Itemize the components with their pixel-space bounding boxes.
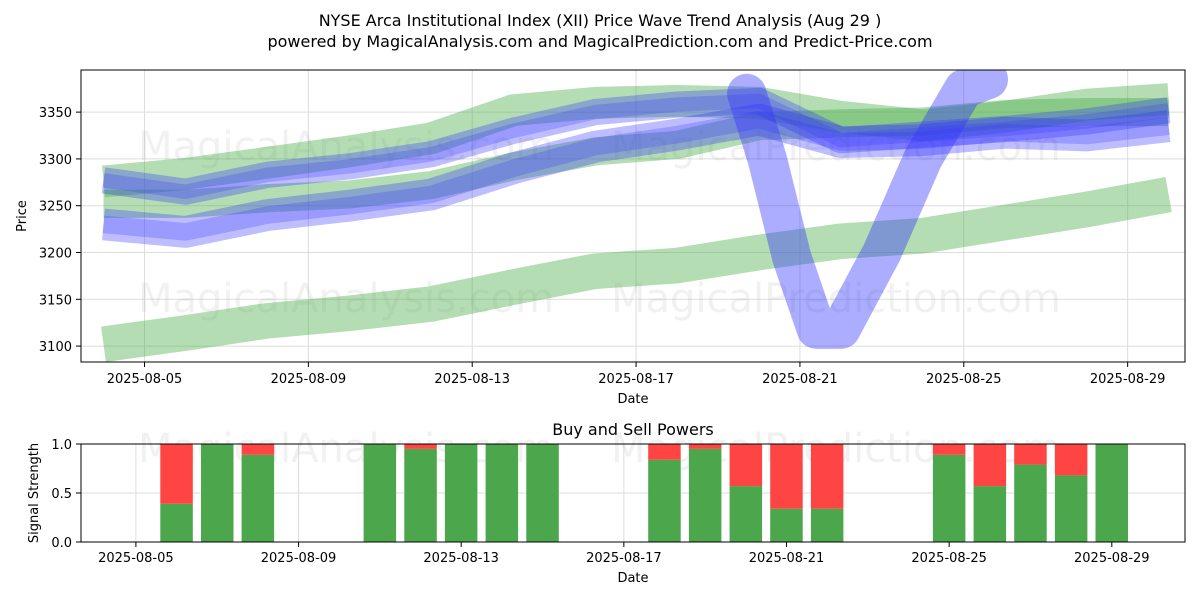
buy-bar-2025-08-15 [526,444,559,542]
sell-bar-2025-08-22 [810,444,844,509]
price-y-tick-3: 3250 [39,200,72,215]
buy-bar-2025-08-11 [363,444,397,542]
buy-bar-2025-08-22 [810,508,844,542]
buy-bar-2025-08-14 [485,444,519,542]
signal-x-tick-3: 2025-08-17 [586,551,662,566]
price-series-green-band-high [102,83,1170,198]
signal-x-tick-4: 2025-08-21 [749,551,825,566]
signal-x-tick-0: 2025-08-05 [98,551,174,566]
signal-y-axis-title: Signal Strength [27,443,42,543]
buy-bar-2025-08-06 [160,503,193,542]
signal-y-tick-1: 0.5 [51,487,72,502]
sell-bar-2025-08-19 [688,444,722,449]
price-x-tick-2: 2025-08-13 [434,372,510,387]
sell-bar-2025-08-20 [729,444,763,487]
price-x-tick-3: 2025-08-17 [598,372,674,387]
buy-bar-2025-08-08 [241,454,275,542]
signal-x-axis-title: Date [617,571,648,586]
price-y-tick-1: 3150 [39,293,72,308]
price-series-core-blue-band-main [102,93,1170,199]
buy-bar-2025-08-12 [404,448,437,542]
price-x-tick-6: 2025-08-29 [1090,372,1166,387]
sell-bar-2025-08-12 [404,444,437,449]
buy-bar-2025-08-20 [729,486,763,542]
sell-bar-2025-08-18 [648,444,681,460]
price-x-tick-4: 2025-08-21 [762,372,838,387]
price-grid [81,70,1185,362]
buy-bar-2025-08-07 [201,444,234,542]
watermark-left: MagicalAnalysis.com [138,124,554,170]
price-x-tick-5: 2025-08-25 [926,372,1002,387]
price-chart: MagicalAnalysis.com MagicalPrediction.co… [15,69,1186,407]
chart-subtitle: powered by MagicalAnalysis.com and Magic… [267,32,932,51]
buy-bar-2025-08-13 [444,444,478,542]
price-y-tick-5: 3350 [39,106,72,121]
price-y-tick-0: 3100 [39,340,72,355]
buy-bar-2025-08-21 [770,508,803,542]
price-y-tick-4: 3300 [39,153,72,168]
signal-y-tick-0: 0.0 [51,536,72,551]
price-y-tick-2: 3200 [39,247,72,262]
buy-bar-2025-08-18 [648,459,681,542]
watermark-right-lower: MagicalPrediction.com [611,276,1061,322]
signal-x-tick-6: 2025-08-29 [1074,551,1150,566]
price-x-ticks: 2025-08-05 2025-08-09 2025-08-13 2025-08-17… [107,362,1166,387]
price-plot-frame [80,69,1186,363]
sell-bar-2025-08-26 [973,444,1007,487]
price-series-core-blue-band-low [102,110,1170,241]
buy-bar-2025-08-29 [1095,444,1128,542]
buy-bar-2025-08-28 [1054,475,1088,542]
price-series-green-band-mid [103,98,1169,218]
signal-x-tick-5: 2025-08-25 [911,551,987,566]
price-y-ticks: 3100 3150 3200 3250 3300 3350 [39,106,81,355]
watermark-right: MagicalPrediction.com [611,124,1061,170]
buy-bar-2025-08-19 [688,448,722,542]
price-series-green-band-low [101,176,1172,362]
buy-bar-2025-08-26 [973,486,1007,542]
buy-bar-2025-08-27 [1014,464,1047,542]
sell-bar-2025-08-06 [160,444,193,504]
signal-chart-title: Buy and Sell Powers [552,420,714,439]
price-series-blue-wave-v [727,70,1009,349]
signal-x-ticks: 2025-08-05 2025-08-09 2025-08-13 2025-08-17… [98,542,1150,566]
signal-y-ticks: 0.0 0.5 1.0 [51,438,81,551]
price-series [101,70,1172,362]
price-x-tick-1: 2025-08-09 [271,372,347,387]
price-y-axis-title: Price [15,200,30,232]
signal-y-tick-2: 1.0 [51,438,72,453]
sell-bar-2025-08-08 [241,444,275,455]
watermark-left-lower: MagicalAnalysis.com [138,276,554,322]
signal-x-tick-2: 2025-08-13 [423,551,499,566]
buy-bar-2025-08-25 [932,454,966,542]
sell-bar-2025-08-25 [932,444,966,455]
sell-bar-2025-08-28 [1054,444,1088,476]
chart-title: NYSE Arca Institutional Index (XII) Pric… [319,11,882,30]
signal-chart: Buy and Sell Powers MagicalAnalysis.com … [27,420,1186,586]
price-series-blue-band-main [101,87,1171,205]
signal-x-tick-1: 2025-08-09 [261,551,337,566]
price-x-tick-0: 2025-08-05 [107,372,183,387]
sell-bar-2025-08-21 [770,444,803,509]
price-series-blue-band-low [102,103,1171,248]
price-watermarks: MagicalAnalysis.com MagicalPrediction.co… [138,124,1061,322]
signal-bars [160,444,1128,542]
sell-bar-2025-08-27 [1014,444,1047,465]
price-x-axis-title: Date [617,392,648,407]
